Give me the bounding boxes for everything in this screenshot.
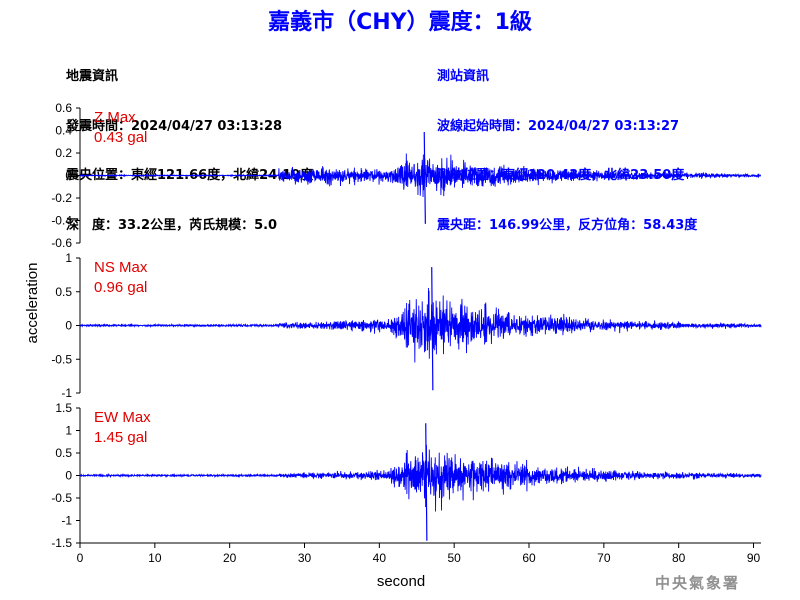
- quake-info-heading: 地震資訊: [66, 69, 119, 84]
- x-axis-label: second: [377, 573, 425, 590]
- waveform-ns: [79, 287, 762, 363]
- quake-time: 發震時間：2024/04/27 03:13:28: [66, 118, 283, 134]
- y-tick-label-ew: 1.5: [55, 401, 72, 415]
- y-axis-label: acceleration: [24, 263, 41, 344]
- peak-spike-ew: [425, 423, 428, 541]
- y-tick-label-ns: 1: [65, 251, 72, 265]
- y-tick-label-z: 0.2: [55, 146, 72, 160]
- waveform-ew: [79, 444, 762, 512]
- y-tick-label-ns: 0.5: [55, 285, 72, 299]
- x-tick-label: 50: [447, 551, 461, 565]
- y-tick-label-ns: -0.5: [51, 352, 72, 366]
- y-tick-label-z: 0: [65, 169, 72, 183]
- x-tick-label: 30: [298, 551, 312, 565]
- y-tick-label-ns: -1: [61, 386, 72, 400]
- y-tick-label-z: -0.2: [51, 191, 72, 205]
- x-tick-label: 20: [223, 551, 237, 565]
- max-value-ns: 0.96 gal: [94, 279, 147, 296]
- wave-start-time: 波線起始時間：2024/04/27 03:13:27: [437, 118, 680, 134]
- y-tick-label-ns: 0: [65, 319, 72, 333]
- peak-spike-ns: [431, 267, 434, 391]
- x-tick-label: 90: [747, 551, 761, 565]
- x-tick-label: 10: [148, 551, 162, 565]
- agency-credit: 中央氣象署: [655, 574, 741, 592]
- x-tick-label: 40: [373, 551, 387, 565]
- max-value-ew: 1.45 gal: [94, 429, 147, 446]
- y-tick-label-z: 0.4: [55, 124, 72, 138]
- y-tick-label-ew: -0.5: [51, 491, 72, 505]
- x-tick-label: 0: [77, 551, 84, 565]
- y-tick-label-z: 0.6: [55, 101, 72, 115]
- x-tick-label: 60: [522, 551, 536, 565]
- station-info-heading: 測站資訊: [437, 69, 490, 84]
- max-value-z: 0.43 gal: [94, 129, 147, 146]
- y-tick-label-z: -0.6: [51, 236, 72, 250]
- y-tick-label-ew: -1: [61, 514, 72, 528]
- max-label-z: Z Max: [94, 109, 136, 126]
- max-label-ew: EW Max: [94, 409, 151, 426]
- x-tick-label: 80: [672, 551, 686, 565]
- chart-title: 嘉義市（CHY）震度：1級: [268, 10, 532, 35]
- max-label-ns: NS Max: [94, 259, 148, 276]
- y-tick-label-ew: 0.5: [55, 446, 72, 460]
- depth-magnitude: 深 度：33.2公里，芮氏規模：5.0: [66, 217, 278, 233]
- x-tick-label: 70: [597, 551, 611, 565]
- waveform-z: [79, 153, 761, 197]
- peak-spike-z: [423, 131, 426, 224]
- y-tick-label-ew: -1.5: [51, 536, 72, 550]
- epicentral-distance: 震央距：146.99公里，反方位角：58.43度: [437, 217, 698, 233]
- y-tick-label-z: -0.4: [51, 214, 72, 228]
- y-tick-label-ew: 1: [65, 424, 72, 438]
- y-tick-label-ew: 0: [65, 469, 72, 483]
- quake-info-block: 地震資訊 發震時間：2024/04/27 03:13:28 震央位置：東經121…: [66, 36, 313, 251]
